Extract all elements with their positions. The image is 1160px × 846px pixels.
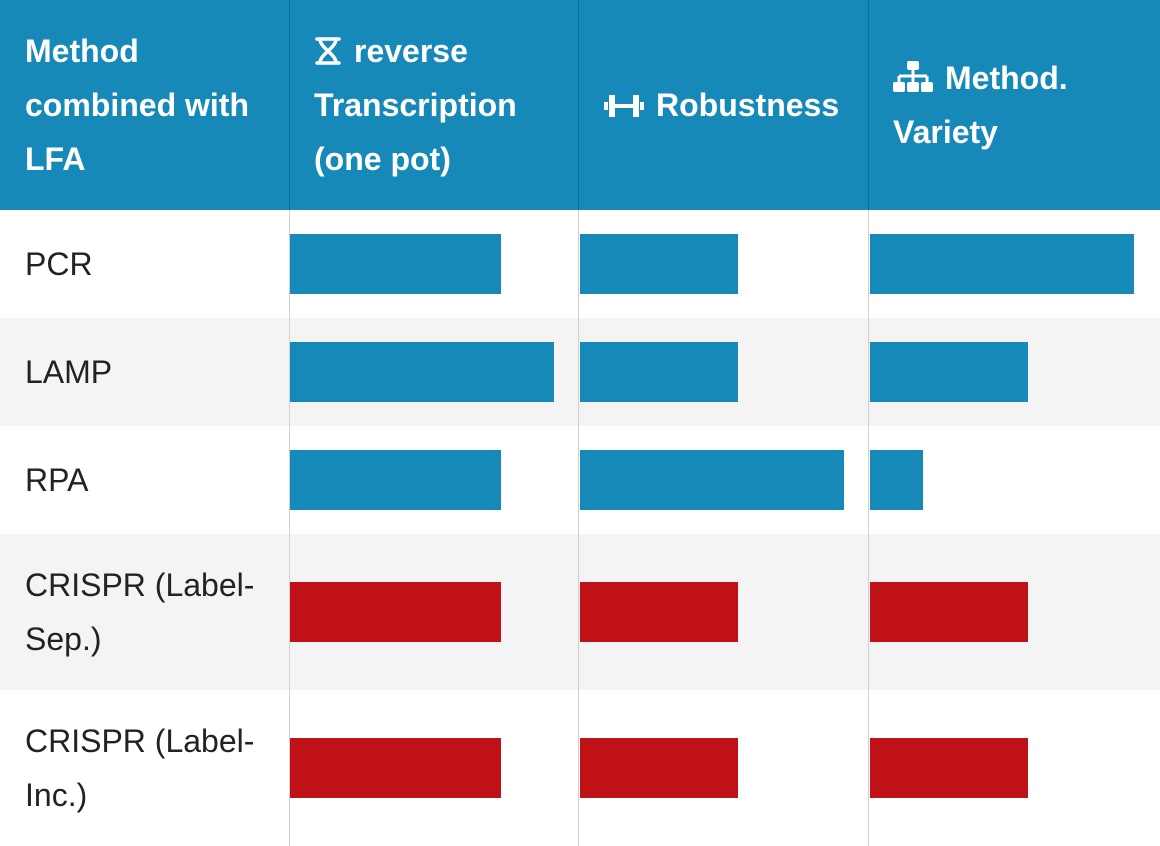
table-header: Method combined with LFA reverse Transcr… xyxy=(0,0,1160,210)
bar-1 xyxy=(290,738,501,798)
bar-3 xyxy=(870,234,1134,294)
bar-1 xyxy=(290,450,501,510)
bar-2 xyxy=(580,582,738,642)
header-col2-text: Robustness xyxy=(604,78,839,132)
dumbbell-icon xyxy=(604,95,644,117)
bar-1 xyxy=(290,342,554,402)
table-row: CRISPR (Label-Sep.) xyxy=(0,534,1160,690)
table-row: PCR xyxy=(0,210,1160,318)
row-label: LAMP xyxy=(25,354,113,390)
row-label: PCR xyxy=(25,246,93,282)
bar-2 xyxy=(580,738,738,798)
row-label: CRISPR (Label-Inc.) xyxy=(25,723,255,813)
bar-1 xyxy=(290,582,501,642)
column-divider-1 xyxy=(289,0,290,846)
header-col2: Robustness xyxy=(604,0,859,210)
bar-3 xyxy=(870,582,1028,642)
header-divider-3 xyxy=(868,0,869,210)
column-divider-3 xyxy=(868,0,869,846)
header-col1: reverse Transcription (one pot) xyxy=(314,0,574,210)
column-divider-2 xyxy=(578,0,579,846)
header-divider-1 xyxy=(289,0,290,210)
bar-1 xyxy=(290,234,501,294)
row-label: RPA xyxy=(25,462,89,498)
sitemap-icon xyxy=(893,61,933,92)
bar-2 xyxy=(580,450,844,510)
hourglass-icon xyxy=(315,37,341,65)
header-col3: Method. Variety xyxy=(893,0,1153,210)
row-label: CRISPR (Label-Sep.) xyxy=(25,567,255,657)
bar-3 xyxy=(870,450,923,510)
header-divider-2 xyxy=(578,0,579,210)
table-row: CRISPR (Label-Inc.) xyxy=(0,690,1160,846)
header-method-label: Method combined with LFA xyxy=(25,33,249,177)
table-row: RPA xyxy=(0,426,1160,534)
header-col2-label: Robustness xyxy=(656,87,840,123)
bar-3 xyxy=(870,738,1028,798)
header-col1-label: reverse Transcription (one pot) xyxy=(314,33,517,177)
header-col3-label: Method. Variety xyxy=(893,60,1068,150)
header-col1-text: reverse Transcription (one pot) xyxy=(314,24,574,186)
bar-3 xyxy=(870,342,1028,402)
bar-2 xyxy=(580,342,738,402)
bar-2 xyxy=(580,234,738,294)
header-method: Method combined with LFA xyxy=(25,0,280,210)
header-col3-text: Method. Variety xyxy=(893,51,1153,159)
table-row: LAMP xyxy=(0,318,1160,426)
